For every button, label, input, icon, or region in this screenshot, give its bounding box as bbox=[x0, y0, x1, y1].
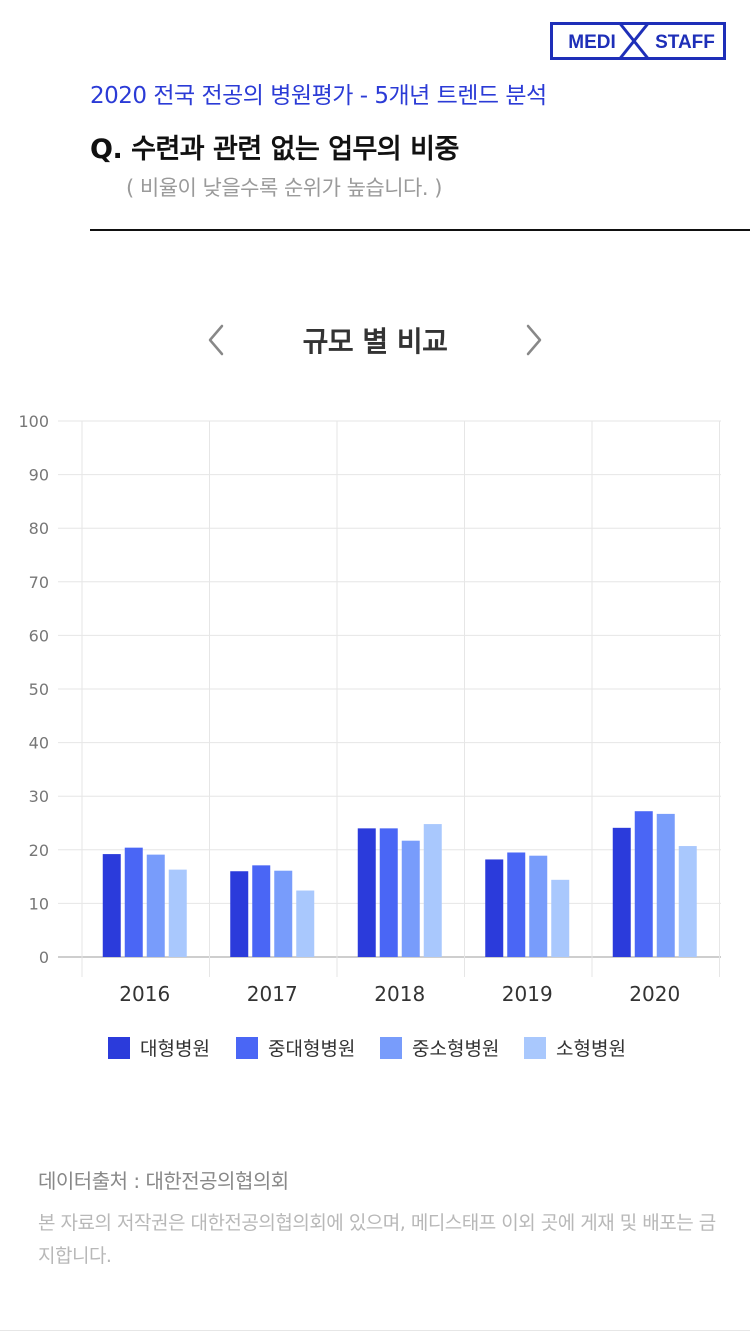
bar-2017-1 bbox=[230, 871, 249, 957]
y-tick-label: 30 bbox=[29, 787, 49, 806]
legend-swatch bbox=[380, 1037, 402, 1059]
bars bbox=[102, 811, 697, 957]
bar-2018-3 bbox=[401, 840, 420, 957]
report-subtitle: 2020 전국 전공의 병원평가 - 5개년 트렌드 분석 bbox=[90, 83, 547, 109]
bar-2018-1 bbox=[357, 828, 376, 957]
bar-2017-2 bbox=[252, 865, 271, 957]
medistaff-logo: MEDI STAFF bbox=[550, 22, 726, 60]
bar-2020-3 bbox=[656, 813, 675, 957]
prev-chart-button[interactable] bbox=[198, 318, 234, 362]
question-title: Q. 수련과 관련 없는 업무의 비중 bbox=[90, 134, 459, 165]
data-source: 데이터출처 : 대한전공의협의회 bbox=[38, 1169, 289, 1193]
x-tick-label: 2017 bbox=[247, 982, 298, 1006]
bottom-divider bbox=[0, 1330, 750, 1331]
header-divider bbox=[90, 229, 750, 231]
y-tick-label: 40 bbox=[29, 734, 49, 753]
legend-label: 중소형병원 bbox=[412, 1038, 499, 1060]
y-tick-label: 80 bbox=[29, 519, 49, 538]
bar-2016-3 bbox=[146, 854, 165, 957]
legend-swatch bbox=[236, 1037, 258, 1059]
chevron-left-icon bbox=[208, 324, 224, 356]
legend-label: 소형병원 bbox=[556, 1038, 626, 1060]
chart-group-title: 규모 별 비교 bbox=[302, 325, 448, 358]
y-tick-label: 60 bbox=[29, 626, 49, 645]
y-tick-label: 10 bbox=[29, 894, 49, 913]
y-tick-label: 20 bbox=[29, 841, 49, 860]
bar-2016-1 bbox=[102, 854, 121, 957]
chevron-right-icon bbox=[526, 324, 542, 356]
y-tick-label: 90 bbox=[29, 466, 49, 485]
legend-swatch bbox=[108, 1037, 130, 1059]
legend: 대형병원 중대형병원 중소형병원 소형병원 bbox=[108, 1037, 626, 1060]
next-chart-button[interactable] bbox=[516, 318, 552, 362]
bar-2019-3 bbox=[529, 855, 548, 957]
bar-2016-2 bbox=[124, 847, 143, 957]
copyright-notice: 본 자료의 저작권은 대한전공의협의회에 있으며, 메디스태프 이외 곳에 게재… bbox=[38, 1212, 716, 1267]
bar-2020-4 bbox=[678, 846, 697, 957]
logo-right-text: STAFF bbox=[655, 32, 715, 53]
grid-lines bbox=[58, 420, 721, 977]
legend-swatch bbox=[524, 1037, 546, 1059]
bar-2017-3 bbox=[274, 870, 293, 957]
legend-label: 대형병원 bbox=[140, 1038, 210, 1060]
x-axis-ticks: 2016 2017 2018 2019 2020 bbox=[119, 982, 680, 1006]
bar-2020-1 bbox=[612, 827, 631, 957]
bar-2020-2 bbox=[634, 811, 653, 957]
bar-2016-4 bbox=[168, 869, 187, 957]
bar-2019-2 bbox=[507, 852, 526, 957]
ranking-note: ( 비율이 낮을수록 순위가 높습니다. ) bbox=[126, 176, 442, 200]
y-tick-label: 0 bbox=[39, 948, 49, 967]
bar-2018-4 bbox=[423, 824, 442, 957]
x-tick-label: 2016 bbox=[119, 982, 170, 1006]
y-tick-label: 70 bbox=[29, 573, 49, 592]
bar-2019-1 bbox=[485, 859, 504, 957]
bar-chart: 0 10 20 30 40 50 60 70 80 90 100 2016 2017 2018 2019 2… bbox=[0, 395, 750, 1075]
x-tick-label: 2018 bbox=[374, 982, 425, 1006]
bar-2017-4 bbox=[296, 890, 315, 957]
y-axis-ticks: 0 10 20 30 40 50 60 70 80 90 100 bbox=[18, 412, 49, 967]
y-tick-label: 50 bbox=[29, 680, 49, 699]
bar-2019-4 bbox=[551, 879, 570, 957]
bar-2018-2 bbox=[379, 828, 398, 957]
y-tick-label: 100 bbox=[18, 412, 49, 431]
chart-navigator: 규모 별 비교 bbox=[0, 312, 750, 368]
x-tick-label: 2020 bbox=[629, 982, 680, 1006]
logo-left-text: MEDI bbox=[568, 32, 616, 53]
x-tick-label: 2019 bbox=[502, 982, 553, 1006]
logo-mark: MEDI STAFF bbox=[550, 22, 726, 60]
legend-label: 중대형병원 bbox=[268, 1038, 355, 1060]
